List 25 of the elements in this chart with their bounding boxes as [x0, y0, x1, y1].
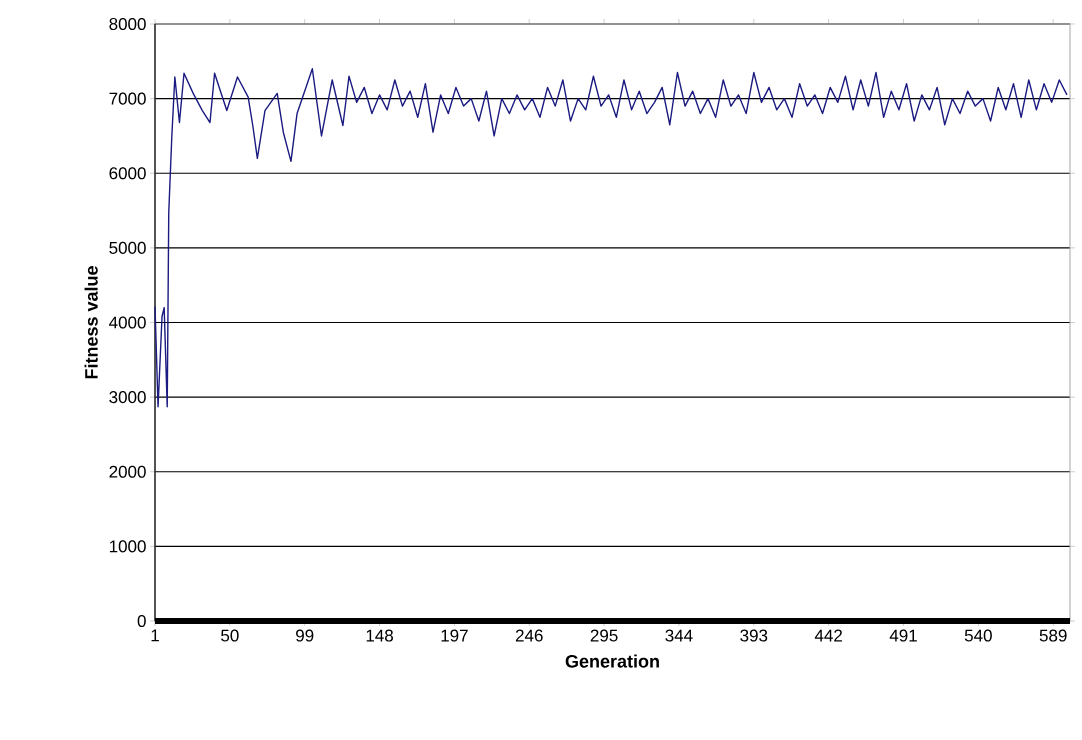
y-tick-label: 8000	[109, 17, 146, 31]
x-tick-label: 540	[964, 629, 992, 642]
x-tick-label: 344	[665, 629, 693, 642]
x-tick-label: 1	[151, 629, 159, 642]
x-tick-label: 442	[814, 629, 842, 642]
x-tick-label: 589	[1039, 629, 1067, 642]
y-tick-label: 7000	[109, 92, 146, 105]
y-tick-label: 3000	[109, 391, 146, 404]
x-tick-label: 393	[740, 629, 768, 642]
line-series	[154, 68, 1068, 408]
x-tick-label: 50	[221, 629, 239, 642]
y-tick-label: 0	[137, 614, 146, 628]
x-tick-label: 246	[515, 629, 543, 642]
y-tick-label: 2000	[109, 465, 146, 478]
y-tick-label: 4000	[109, 316, 146, 329]
x-tick-label: 295	[590, 629, 618, 642]
x-tick-label: 99	[296, 629, 314, 642]
x-tick-label: 148	[366, 629, 393, 642]
y-tick-label: 1000	[109, 540, 146, 553]
x-tick-label: 491	[889, 629, 917, 642]
y-tick-label: 6000	[109, 167, 146, 180]
x-tick-label: 197	[441, 629, 468, 642]
x-axis-title: Generation	[565, 654, 659, 668]
y-axis-title: Fitness value	[84, 266, 98, 379]
y-tick-label: 5000	[109, 241, 146, 254]
